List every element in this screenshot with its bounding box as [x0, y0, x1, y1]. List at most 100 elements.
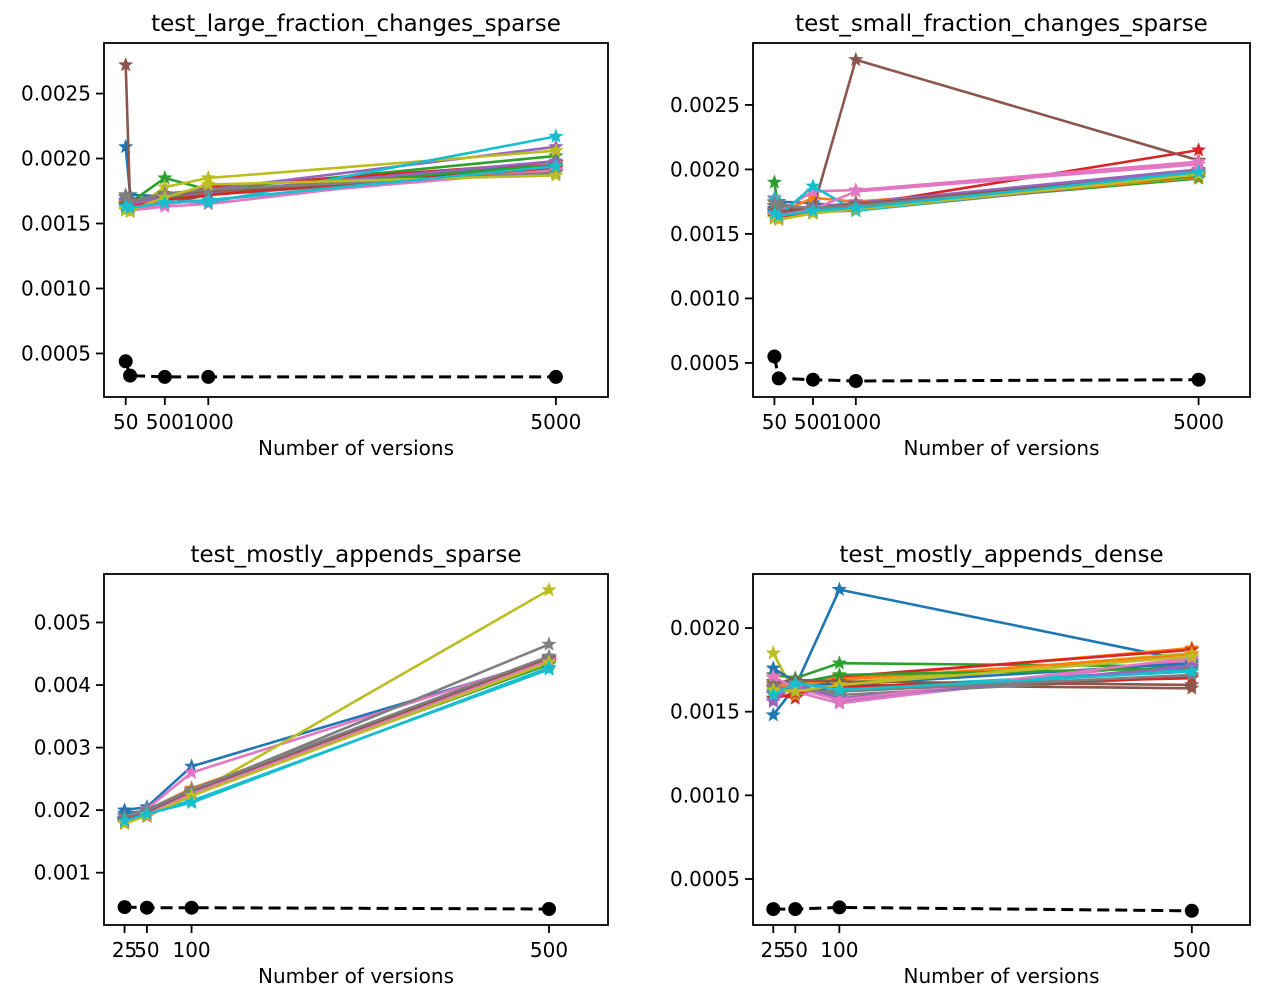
star-marker — [765, 687, 781, 702]
series-line — [773, 655, 1192, 693]
star-marker — [118, 138, 134, 154]
y-tick-label: 0.004 — [34, 673, 91, 697]
x-tick-label: 50 — [762, 410, 787, 434]
star-marker — [139, 805, 155, 821]
baseline-dashed-line — [772, 356, 1199, 383]
baseline-dashed-line — [773, 905, 1192, 913]
y-tick-label: 0.0020 — [670, 157, 740, 181]
y-tick-label: 0.0025 — [670, 93, 740, 117]
x-tick-label: 100 — [820, 938, 858, 962]
star-marker — [848, 183, 864, 198]
star-marker — [771, 207, 787, 223]
circle-marker — [767, 349, 782, 364]
x-axis-label: Number of versions — [903, 964, 1100, 988]
star-marker — [787, 683, 803, 699]
axes-spine — [103, 42, 609, 398]
circle-marker — [848, 374, 863, 388]
series-line — [124, 655, 550, 818]
axes-spine — [752, 573, 1251, 926]
x-tick-label: 5000 — [1173, 410, 1224, 434]
star-marker — [157, 194, 173, 210]
series-line — [124, 658, 550, 812]
x-tick-label: 500 — [146, 410, 184, 434]
y-tick-label: 0.002 — [34, 798, 91, 822]
star-marker — [541, 582, 557, 597]
x-tick-label: 50 — [134, 938, 159, 962]
star-marker — [200, 176, 216, 191]
baseline-dashed-line — [124, 360, 556, 379]
star-marker — [787, 675, 803, 690]
x-tick-label: 1000 — [183, 410, 234, 434]
star-marker — [116, 812, 133, 828]
circle-marker — [542, 902, 556, 916]
series-line — [124, 666, 550, 823]
star-marker — [157, 170, 173, 185]
series-line — [772, 656, 1192, 702]
subplot-title-small-fraction-changes-sparse: test_small_fraction_changes_sparse — [795, 11, 1208, 37]
x-tick-label: 100 — [172, 938, 210, 962]
circle-marker — [832, 900, 847, 915]
y-tick-label: 0.0010 — [21, 276, 91, 300]
star-marker — [848, 200, 864, 215]
star-marker — [1191, 156, 1207, 171]
star-marker — [118, 57, 134, 72]
x-axis-label: Number of versions — [257, 436, 454, 460]
star-marker — [765, 645, 781, 660]
star-marker — [805, 202, 821, 218]
star-marker — [118, 188, 134, 203]
y-tick-label: 0.0015 — [670, 222, 740, 246]
star-marker — [184, 764, 200, 780]
x-tick-label: 5000 — [530, 410, 581, 434]
star-marker — [831, 681, 847, 697]
axes-spine — [752, 42, 1251, 398]
star-marker — [541, 636, 557, 651]
circle-marker — [123, 368, 138, 383]
star-marker — [805, 183, 821, 198]
star-marker — [548, 167, 564, 182]
circle-marker — [1191, 372, 1206, 387]
series-line — [772, 588, 1193, 716]
circle-marker — [788, 902, 803, 917]
circle-marker — [157, 369, 172, 384]
circle-marker — [771, 371, 786, 386]
y-tick-label: 0.0015 — [670, 700, 740, 724]
y-tick-label: 0.0005 — [670, 351, 740, 375]
series-line — [773, 653, 1192, 688]
y-tick-label: 0.0020 — [21, 147, 91, 171]
star-marker — [771, 197, 787, 212]
circle-marker — [117, 900, 132, 915]
x-tick-label: 50 — [783, 938, 808, 962]
star-marker — [766, 205, 782, 220]
star-marker — [765, 692, 781, 707]
x-tick-label: 25 — [761, 938, 786, 962]
y-tick-label: 0.005 — [34, 610, 91, 634]
y-tick-label: 0.0025 — [21, 82, 91, 106]
star-marker — [541, 659, 557, 674]
x-tick-label: 500 — [1173, 938, 1211, 962]
y-tick-label: 0.0020 — [670, 616, 740, 640]
subplot-title-mostly-appends-sparse: test_mostly_appends_sparse — [190, 542, 522, 568]
circle-marker — [1184, 903, 1199, 918]
circle-marker — [548, 369, 563, 384]
y-tick-label: 0.0015 — [21, 212, 91, 236]
x-tick-label: 25 — [112, 938, 137, 962]
y-tick-label: 0.0005 — [21, 341, 91, 365]
circle-marker — [184, 900, 199, 915]
star-marker — [831, 581, 847, 596]
star-marker — [805, 178, 821, 193]
x-tick-label: 1000 — [830, 410, 881, 434]
star-marker — [200, 192, 216, 207]
y-tick-label: 0.0005 — [670, 867, 740, 891]
y-tick-label: 0.003 — [34, 736, 91, 760]
star-marker — [765, 707, 781, 722]
star-marker — [548, 142, 564, 158]
x-tick-label: 500 — [530, 938, 568, 962]
star-marker — [122, 199, 138, 215]
circle-marker — [766, 902, 781, 917]
star-marker — [805, 189, 821, 205]
star-marker — [200, 181, 216, 197]
circle-marker — [201, 369, 216, 384]
star-marker — [1184, 663, 1200, 678]
